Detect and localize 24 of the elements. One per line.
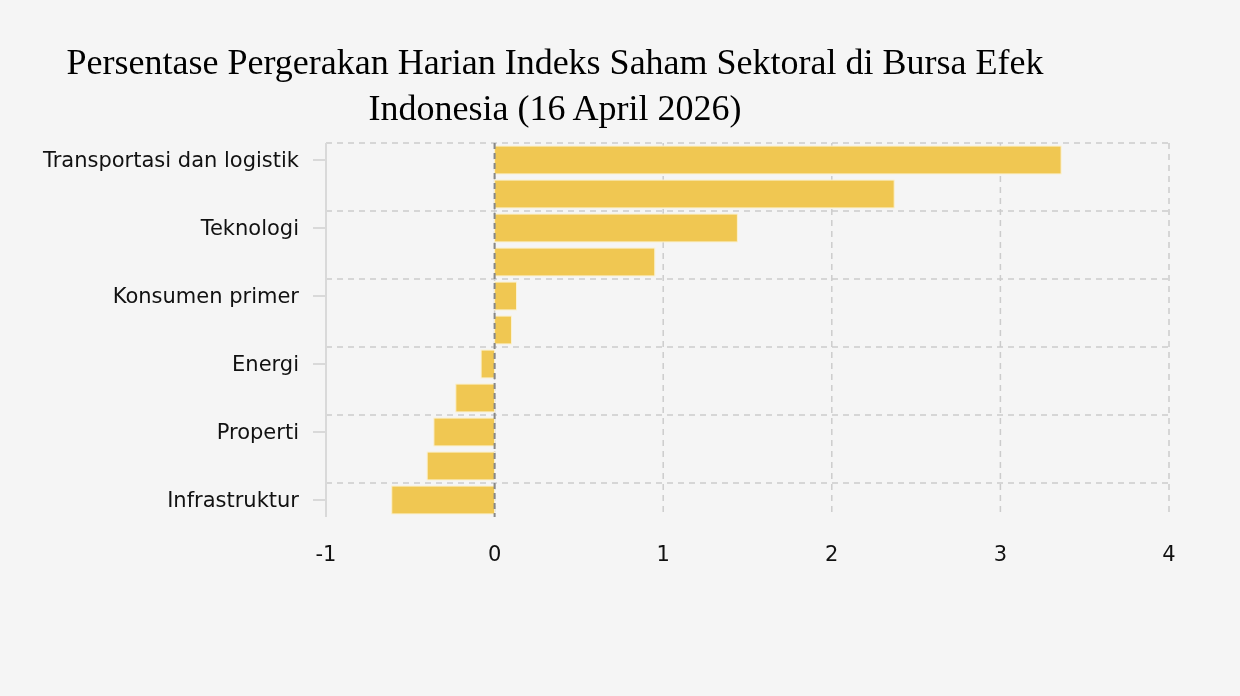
bar: [494, 145, 1062, 175]
bar: [494, 213, 738, 243]
bar: [494, 281, 518, 311]
bar: [455, 383, 496, 413]
bar: [494, 247, 656, 277]
x-tick-label: 2: [825, 542, 839, 567]
bar: [391, 485, 496, 515]
y-tick-label: Konsumen primer: [112, 284, 300, 309]
y-tick-label: Energi: [232, 352, 299, 377]
bar: [494, 315, 512, 345]
x-tick-label: 4: [1162, 542, 1176, 567]
bar: [494, 179, 895, 209]
y-tick-label: Transportasi dan logistik: [41, 148, 300, 173]
bar: [433, 417, 496, 447]
x-tick-label: 1: [656, 542, 670, 567]
bar: [480, 349, 496, 379]
y-tick-label: Teknologi: [199, 216, 299, 241]
y-tick-label: Infrastruktur: [167, 488, 300, 513]
bar: [426, 451, 496, 481]
y-tick-label: Properti: [216, 420, 299, 445]
x-tick-label: -1: [315, 542, 337, 567]
x-tick-label: 0: [487, 542, 502, 567]
chart-title: Persentase Pergerakan Harian Indeks Saham Sektoral di Bursa Efek Indonesia (16 April 2026): [66, 42, 1044, 128]
x-tick-label: 3: [993, 542, 1008, 567]
